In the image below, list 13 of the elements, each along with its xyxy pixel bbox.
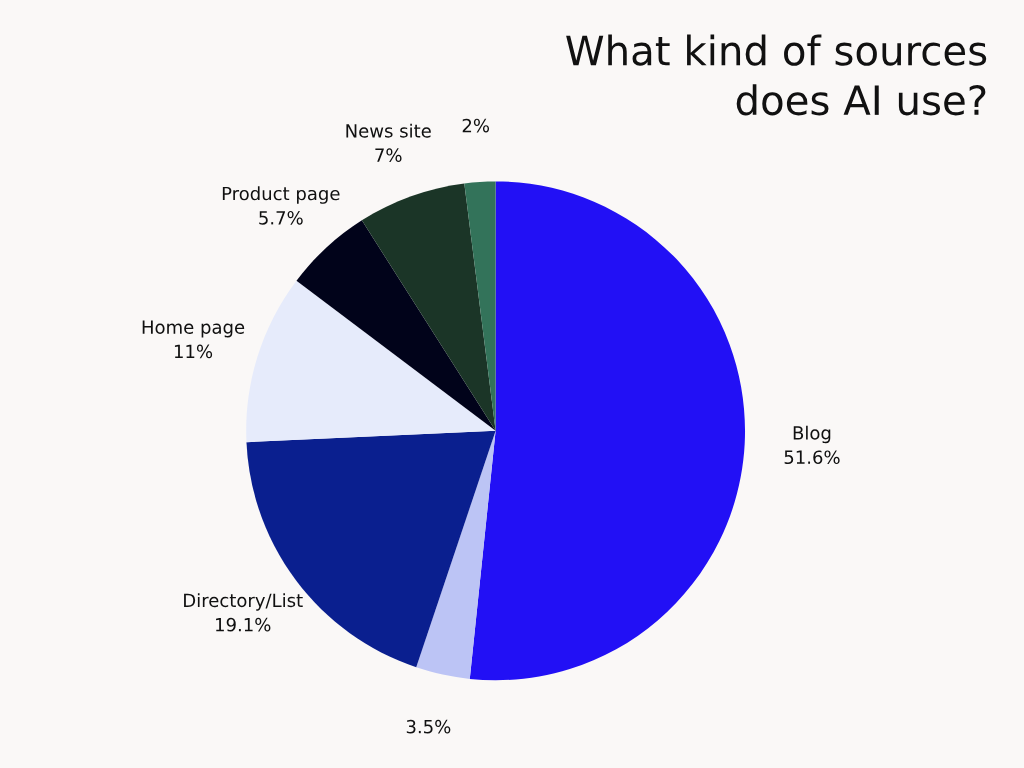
- data-label: 2%: [462, 118, 490, 133]
- data-label: 5.7%: [259, 210, 303, 225]
- slice-label: Blog: [793, 425, 831, 444]
- data-label: 11%: [174, 344, 213, 359]
- data-label: 3.5%: [406, 719, 451, 734]
- slice-label: Product page: [222, 186, 340, 204]
- slice-label: News site: [346, 123, 431, 138]
- chart-title: What kind of sources does AI use?: [566, 34, 987, 116]
- slice-label: Directory/List: [184, 593, 303, 611]
- data-label: 51.6%: [784, 450, 840, 465]
- data-label: 19.1%: [216, 617, 271, 632]
- slice-label: Home page: [142, 320, 245, 338]
- data-label: 7%: [375, 148, 402, 162]
